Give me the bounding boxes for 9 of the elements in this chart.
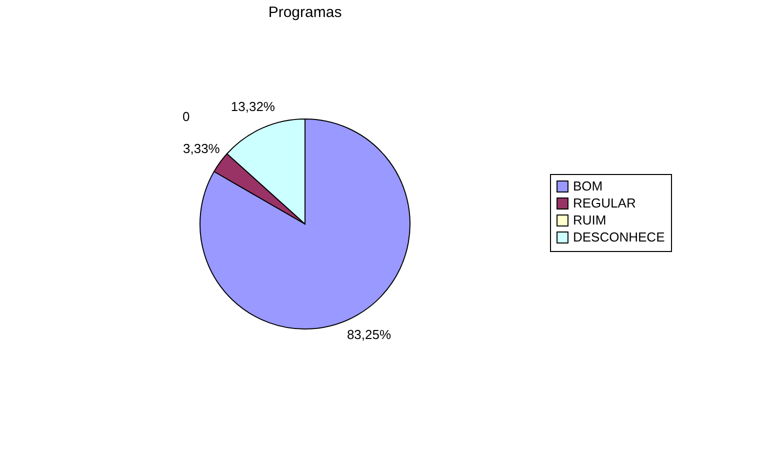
chart-title: Programas	[268, 4, 342, 21]
legend-label: DESCONHECE	[573, 230, 666, 244]
legend-label: REGULAR	[573, 196, 636, 210]
data-label: 13,32%	[230, 99, 276, 114]
data-label: 83,25%	[346, 326, 392, 342]
data-label: 3,33%	[183, 140, 220, 156]
legend-label: RUIM	[573, 212, 606, 228]
text: 0	[182, 108, 190, 124]
legend-label: BOM	[573, 178, 603, 194]
